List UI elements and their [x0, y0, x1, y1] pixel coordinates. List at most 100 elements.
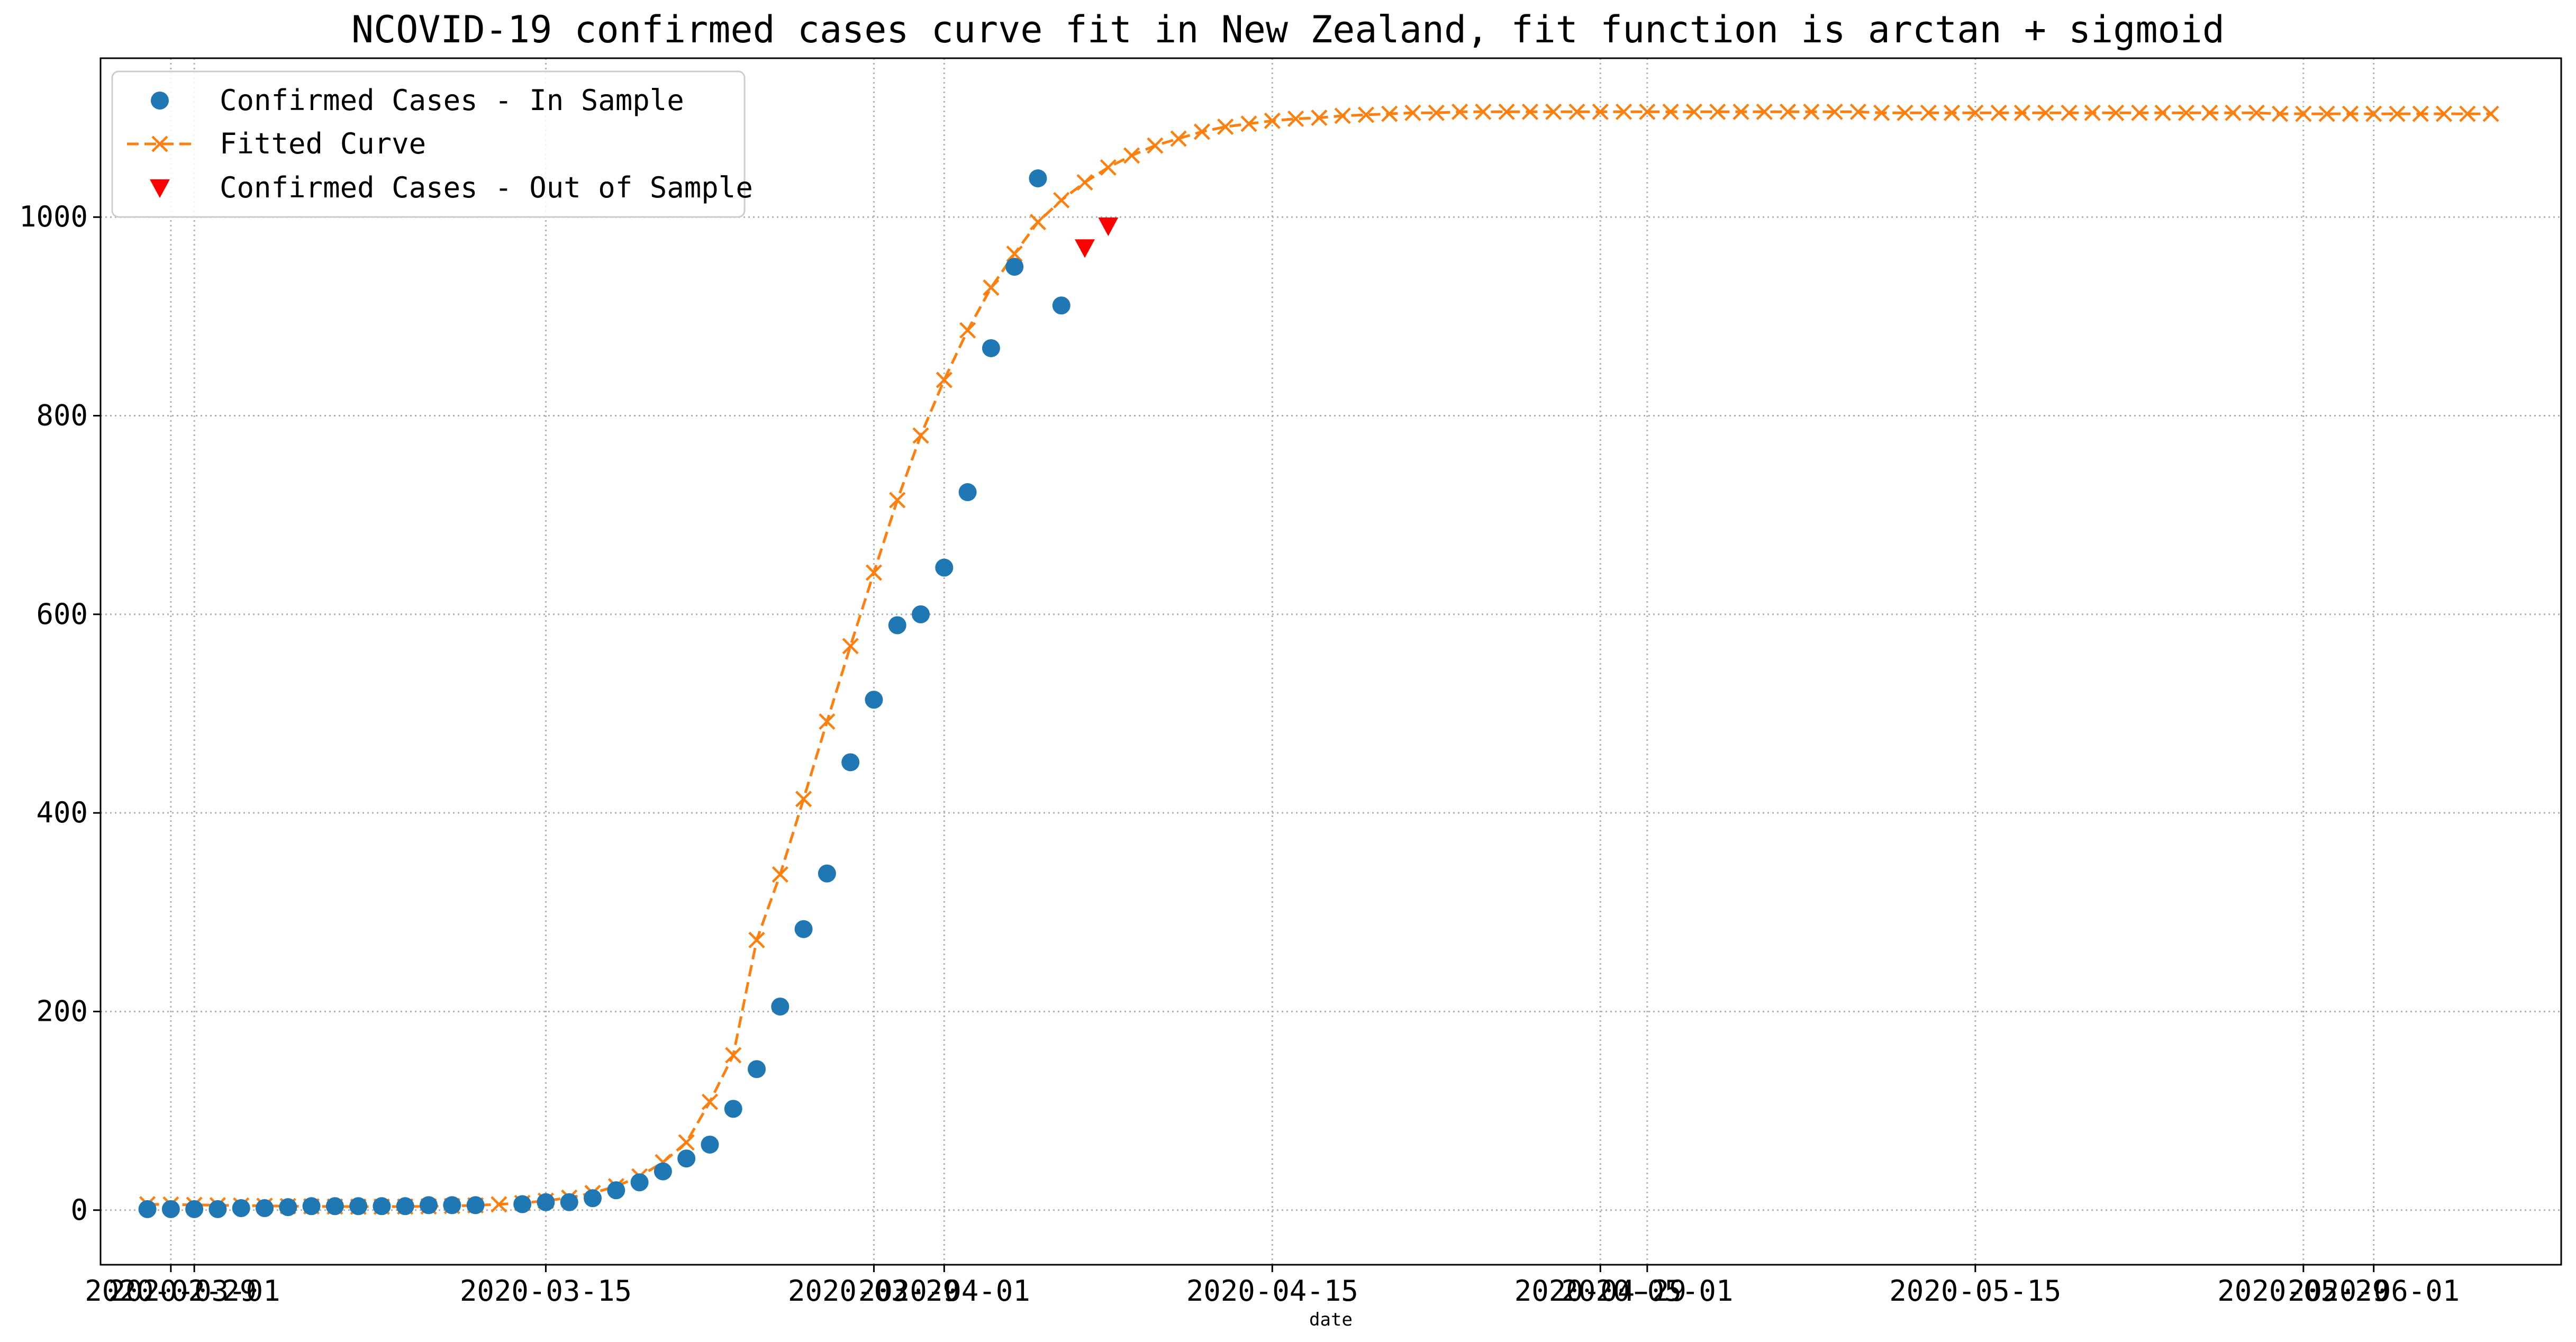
in-sample-point [1005, 258, 1024, 276]
legend-marker [151, 135, 168, 152]
fitted-curve-marker [889, 492, 906, 509]
x-tick-label: 2020-06-01 [2288, 1274, 2460, 1308]
y-tick-label: 1000 [19, 200, 88, 233]
in-sample-point [232, 1199, 250, 1218]
fitted-curve-marker [2412, 105, 2429, 122]
grid [101, 58, 2561, 1265]
fitted-curve-marker [1803, 103, 1820, 120]
legend-box [111, 70, 746, 218]
in-sample-point [349, 1197, 368, 1216]
in-sample-point [865, 691, 883, 709]
fitted-curve-marker [2225, 104, 2242, 121]
in-sample-point [912, 605, 930, 623]
fitted-curve-marker [1217, 118, 1234, 135]
fitted-curve-marker [1170, 130, 1187, 147]
legend: Confirmed Cases - In Sample Fitted Curve C… [111, 70, 753, 218]
fitted-curve-marker [1733, 103, 1749, 120]
fitted-curve-marker [1475, 103, 1492, 120]
fitted-curve-marker [2154, 104, 2171, 121]
fitted-curve-marker [725, 1047, 742, 1064]
in-sample-point [888, 616, 906, 634]
fitted-curve-marker [1826, 103, 1843, 120]
fitted-curve-marker [1147, 137, 1164, 154]
fitted-curve-marker [1897, 104, 1913, 121]
in-sample-point [537, 1193, 555, 1211]
fitted-curve-marker [701, 1093, 719, 1110]
fitted-curve-marker [1311, 110, 1328, 126]
fitted-curve-marker [1967, 104, 1984, 121]
fitted-curve-marker [1943, 104, 1961, 121]
y-tick-label: 0 [70, 1193, 88, 1227]
fitted-curve-marker [912, 427, 929, 444]
in-sample-point [958, 483, 977, 502]
x-tick-label: 2020-05-29 [2217, 1274, 2389, 1308]
in-sample-point [935, 558, 954, 577]
in-sample-point [466, 1196, 485, 1214]
in-sample-point [654, 1162, 672, 1181]
fitted-curve-marker [2131, 104, 2148, 121]
fitted-curve-marker [1100, 159, 1117, 176]
legend-marker [150, 179, 170, 198]
fitted-curve-marker [2459, 105, 2476, 122]
fitted-curve-marker [1404, 104, 1421, 121]
in-sample-point [396, 1197, 414, 1216]
fitted-curve-marker [1006, 246, 1023, 262]
plot-series [138, 103, 2499, 1218]
x-tick-label: 2020-02-29 [85, 1274, 257, 1308]
fitted-curve-marker [1357, 106, 1375, 123]
fitted-curve-marker [1685, 103, 1703, 120]
fitted-curve-marker [1592, 103, 1609, 120]
fitted-curve-marker [678, 1134, 695, 1151]
out-of-sample-point [1075, 239, 1095, 258]
fitted-curve-marker [2435, 105, 2453, 122]
fitted-curve-marker [2482, 105, 2499, 122]
fitted-curve-marker [1498, 103, 1515, 120]
fitted-curve-marker [2342, 105, 2359, 122]
out-of-sample-point [1098, 217, 1119, 237]
x-tick-label: 2020-04-01 [858, 1274, 1030, 1308]
fitted-curve-marker [1334, 107, 1351, 124]
fitted-curve-marker [1029, 214, 1047, 231]
fitted-curve-marker [1779, 103, 1797, 120]
in-sample-point [794, 920, 813, 938]
x-tick-label: 2020-05-15 [1889, 1274, 2061, 1308]
fitted-curve-marker [819, 713, 836, 730]
fitted-curve-marker [1920, 104, 1937, 121]
fitted-curve-marker [1076, 174, 1093, 191]
fitted-curve-marker [1053, 192, 1070, 208]
x-tick-label: 2020-04-29 [1514, 1274, 1686, 1308]
legend-label: Confirmed Cases - Out of Sample [220, 171, 753, 204]
fitted-curve-marker [842, 638, 859, 655]
in-sample-point [841, 753, 860, 772]
fitted-curve-marker [2107, 104, 2125, 121]
fitted-curve-marker [2295, 105, 2312, 122]
in-sample-point [1052, 296, 1071, 315]
legend-marker [151, 92, 169, 110]
in-sample-point [420, 1196, 438, 1214]
in-sample-point [748, 1060, 766, 1078]
x-tick-label: 2020-04-15 [1186, 1274, 1358, 1308]
fitted-curve-marker [1615, 103, 1632, 120]
in-sample-point [1029, 169, 1047, 188]
fitted-curve-marker [1873, 104, 1890, 121]
fitted-curve-marker [2084, 104, 2101, 121]
fitted-curve-marker [1428, 104, 1445, 121]
fitted-curve-marker [1849, 103, 1867, 120]
fitted-curve-marker [1521, 103, 1539, 120]
fitted-curve-marker [1990, 104, 2007, 121]
fitted-curve-marker [1264, 112, 1281, 129]
chart-title: NCOVID-19 confirmed cases curve fit in N… [351, 8, 2225, 51]
fitted-curve-marker [1568, 103, 1585, 120]
fitted-curve-marker [795, 791, 812, 808]
fitted-curve-marker [2061, 104, 2078, 121]
in-sample-point [443, 1196, 461, 1214]
legend-label: Fitted Curve [220, 127, 426, 160]
fitted-curve-marker [1381, 105, 1398, 122]
plot-frame [99, 57, 2562, 1266]
in-sample-point [584, 1189, 602, 1208]
fitted-curve-marker [865, 564, 883, 581]
fitted-curve-marker [959, 322, 976, 339]
y-axis: 0 200 400 600 800 1000 [19, 200, 101, 1227]
in-sample-point [161, 1200, 180, 1218]
